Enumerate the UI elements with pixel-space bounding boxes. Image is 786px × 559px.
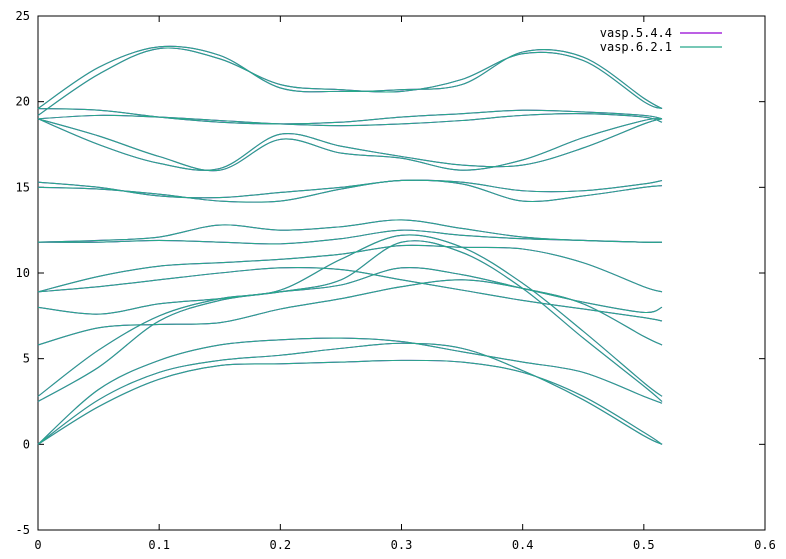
series-1-band-5	[37, 234, 663, 397]
x-tick-label-5: 0.5	[633, 538, 655, 552]
series-2-band-19	[37, 45, 663, 110]
series-2	[37, 45, 663, 445]
y-tick-label-4: 15	[16, 180, 30, 194]
series-2-band-18	[37, 47, 663, 116]
series-2-band-14	[37, 118, 663, 171]
series-layer	[37, 45, 663, 445]
series-2-band-10	[37, 229, 663, 245]
series-2-band-7	[37, 266, 663, 315]
series-2-band-5	[37, 234, 663, 397]
series-1-band-15	[37, 118, 663, 172]
series-1-band-4	[37, 240, 663, 402]
series-1-band-3	[37, 337, 663, 445]
axis-tick-labels: 0 0.1 0.2 0.3 0.4 0.5 0.6 -5 0 5 10 15 20 25	[16, 9, 776, 552]
series-2-band-12	[37, 179, 663, 199]
x-tick-label-3: 0.3	[391, 538, 413, 552]
series-1-band-18	[37, 47, 663, 116]
series-2-band-3	[37, 337, 663, 445]
series-2-band-13	[37, 179, 663, 203]
x-tick-label-4: 0.4	[512, 538, 534, 552]
series-2-band-4	[37, 240, 663, 402]
y-tick-label-1: 0	[23, 437, 30, 451]
legend-label-series-2: vasp.6.2.1	[600, 40, 672, 54]
series-1-band-2	[37, 342, 663, 445]
series-2-band-8	[37, 267, 663, 322]
y-tick-label-3: 10	[16, 266, 30, 280]
x-tick-label-2: 0.2	[269, 538, 291, 552]
series-1-band-9	[37, 244, 663, 293]
series-2-band-2	[37, 342, 663, 445]
y-tick-label-0: -5	[16, 523, 30, 537]
series-2-band-15	[37, 118, 663, 172]
legend-label-series-1: vasp.5.4.4	[600, 26, 672, 40]
y-tick-label-6: 25	[16, 9, 30, 23]
series-1	[37, 45, 663, 445]
x-tick-label-6: 0.6	[754, 538, 776, 552]
y-tick-label-5: 20	[16, 95, 30, 109]
series-2-band-6	[37, 279, 663, 346]
legend: vasp.5.4.4 vasp.6.2.1	[600, 26, 722, 54]
series-1-band-6	[37, 279, 663, 346]
axis-ticks	[37, 15, 766, 531]
series-2-band-11	[37, 219, 663, 243]
series-1-band-12	[37, 179, 663, 199]
series-1-band-1	[37, 359, 663, 445]
series-1-band-14	[37, 118, 663, 171]
x-tick-label-1: 0.1	[148, 538, 170, 552]
series-2-band-17	[37, 113, 663, 127]
y-tick-label-2: 5	[23, 352, 30, 366]
x-tick-label-0: 0	[34, 538, 41, 552]
plot-frame	[37, 15, 766, 531]
series-2-band-1	[37, 359, 663, 445]
series-2-band-9	[37, 244, 663, 293]
